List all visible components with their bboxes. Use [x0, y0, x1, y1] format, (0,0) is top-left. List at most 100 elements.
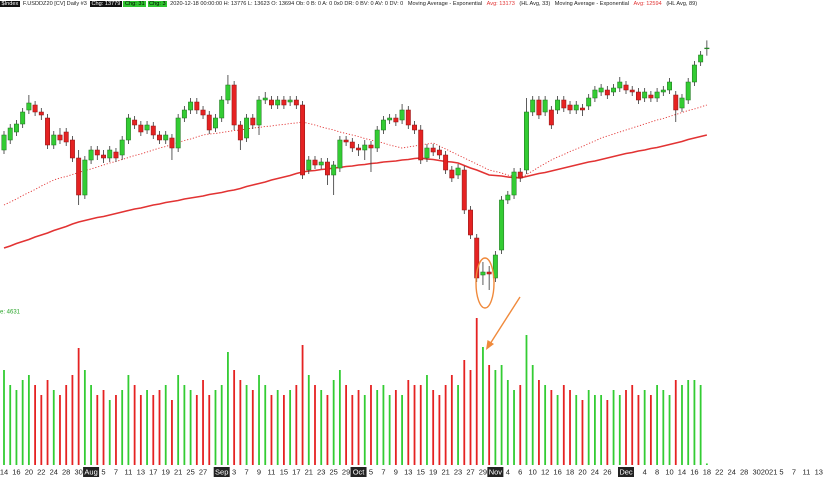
volume-bar: [450, 375, 453, 465]
x-tick-label: 11: [125, 467, 133, 476]
volume-bar: [506, 380, 509, 465]
x-label-box: [487, 467, 504, 477]
x-tick-label: 20: [578, 467, 586, 476]
candle-body: [642, 91, 648, 99]
volume-bar: [245, 385, 248, 465]
volume-bar: [674, 380, 677, 465]
x-tick-label: 25: [186, 467, 194, 476]
x-tick-label: 11: [802, 467, 810, 476]
volume-bar: [295, 385, 298, 465]
candle-body: [306, 159, 312, 171]
x-tick-label: 21: [441, 467, 449, 476]
volume-bar: [376, 390, 379, 465]
volume-bar: [345, 385, 347, 465]
volume-bar: [525, 335, 528, 465]
volume-bar: [202, 380, 204, 465]
x-tick-label: 13: [137, 467, 145, 476]
volume-bar: [195, 395, 198, 465]
candle-body: [660, 89, 666, 93]
volume-bar: [587, 390, 590, 465]
volume-bar: [220, 385, 223, 465]
x-tick-label: 21: [174, 467, 182, 476]
volume-bar: [544, 385, 547, 465]
volume-bar: [258, 375, 260, 465]
candle-body: [101, 154, 106, 159]
x-tick-label: 6: [518, 467, 522, 476]
volume-bar: [444, 385, 447, 465]
volume-bar: [146, 390, 148, 465]
candle-body: [250, 117, 256, 126]
volume-bar: [152, 395, 155, 465]
x-tick-label: 16: [690, 467, 698, 476]
candle-body: [405, 109, 411, 126]
candle-body: [231, 84, 237, 126]
volume-bar: [164, 385, 167, 465]
x-tick-label: 13: [815, 467, 823, 476]
volume-bar: [463, 360, 466, 465]
candle-body: [287, 99, 293, 103]
candle-body: [362, 144, 368, 151]
x-tick-label: 24: [591, 467, 599, 476]
volume-bar: [600, 395, 603, 465]
x-tick-label: 29: [342, 467, 350, 476]
x-tick-label: 5: [101, 467, 105, 476]
candle-body: [356, 147, 361, 151]
volume-bar: [581, 400, 584, 465]
change-box: Chg: 3: [147, 1, 168, 7]
candle-body: [691, 64, 697, 83]
volume-bar: [575, 395, 578, 465]
candle-body: [119, 139, 125, 156]
volume-bar: [438, 395, 441, 465]
bar-info: 2020-12-18 00:00:00 H: 13776 L: 13623 O:…: [170, 1, 404, 7]
x-tick-label: 9: [394, 467, 398, 476]
candle-body: [213, 117, 218, 129]
volume-bar: [649, 395, 652, 465]
x-tick-label: 10: [665, 467, 673, 476]
candle-body: [157, 134, 162, 141]
study-params: (HL Avg, 89): [666, 1, 698, 7]
x-tick-label: 26: [603, 467, 611, 476]
volume-bar: [643, 390, 646, 465]
change-box: Chg: 13779: [89, 1, 122, 7]
change-box: Chg: 31: [123, 1, 147, 7]
candle-body: [76, 157, 82, 196]
volume-bar: [177, 375, 180, 465]
candle-body: [69, 139, 75, 159]
volume-bar: [158, 390, 161, 465]
x-tick-label: Dec: [619, 467, 633, 476]
x-tick-label: 13: [404, 467, 412, 476]
candle-body: [461, 169, 467, 211]
volume-bar: [705, 463, 708, 465]
candle-body: [82, 159, 88, 196]
candle-body: [524, 111, 529, 171]
x-tick-label: Nov: [489, 467, 503, 476]
highlight-circle: [475, 257, 495, 309]
volume-bar: [189, 390, 192, 465]
candle-body: [343, 139, 349, 143]
candle-body: [94, 149, 100, 156]
volume-bar: [314, 385, 316, 465]
x-tick-label: 16: [553, 467, 561, 476]
candle-body: [517, 171, 523, 179]
volume-bar: [475, 318, 478, 465]
candle-body: [443, 154, 449, 171]
volume-bar: [21, 380, 24, 465]
study-name: Moving Average - Exponential: [554, 1, 629, 7]
volume-bar: [289, 390, 292, 465]
volume-bar: [500, 365, 503, 465]
candle-body: [45, 117, 50, 146]
volume-bar: [625, 390, 627, 465]
candle-body: [598, 87, 604, 93]
candle-body: [679, 97, 685, 109]
candle-body: [667, 81, 672, 91]
candle-body: [349, 141, 355, 149]
candle-body: [132, 119, 138, 126]
volume-bar: [482, 347, 484, 465]
candle-body: [63, 131, 69, 143]
candle-body: [567, 104, 573, 111]
volume-bar: [133, 385, 136, 465]
volume-bar: [307, 375, 310, 465]
candle-body: [175, 117, 181, 149]
